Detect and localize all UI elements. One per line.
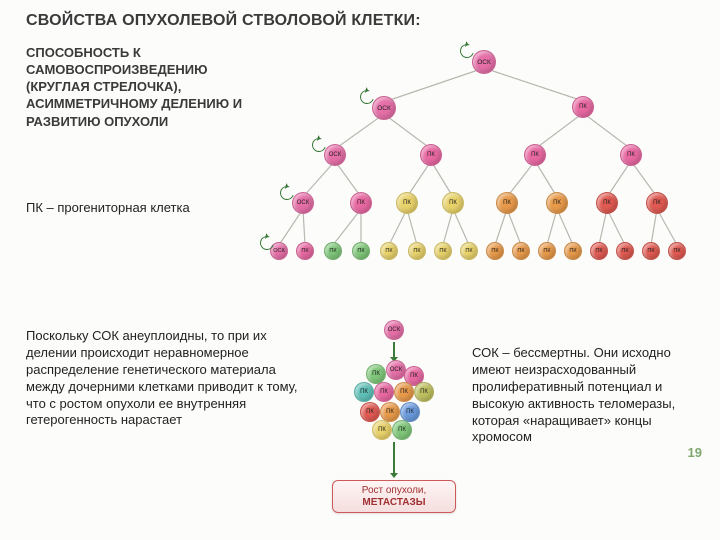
pk-cell: ПК — [434, 242, 452, 260]
pk-cell: ПК — [396, 192, 418, 214]
pk-cell: ПК — [374, 382, 394, 402]
osk-cell: ОСК — [324, 144, 346, 166]
pk-cell: ПК — [394, 382, 414, 402]
pk-cell: ПК — [642, 242, 660, 260]
pk-cell: ПК — [512, 242, 530, 260]
pk-cell: ПК — [538, 242, 556, 260]
pk-cell: ПК — [296, 242, 314, 260]
pk-cell: ПК — [668, 242, 686, 260]
pk-cell: ПК — [590, 242, 608, 260]
osk-cell: ОСК — [386, 360, 406, 380]
pk-cell: ПК — [546, 192, 568, 214]
pk-cell: ПК — [564, 242, 582, 260]
pk-cell: ПК — [372, 420, 392, 440]
pk-cell: ПК — [380, 242, 398, 260]
page-title: СВОЙСТВА ОПУХОЛЕВОЙ СТВОЛОВОЙ КЛЕТКИ: — [26, 12, 421, 30]
pk-cell: ПК — [350, 192, 372, 214]
pk-cell: ПК — [646, 192, 668, 214]
osk-cell: ОСК — [292, 192, 314, 214]
legend-pk: ПК – прогениторная клетка — [26, 200, 226, 217]
tree-edges — [264, 42, 708, 300]
paragraph-left: Поскольку СОК анеуплоидны, то при их дел… — [26, 328, 306, 429]
pk-cell: ПК — [400, 402, 420, 422]
osk-cell: ОСК — [372, 96, 396, 120]
met-line2: МЕТАСТАЗЫ — [362, 497, 425, 508]
pk-cell: ПК — [354, 382, 374, 402]
pk-cell: ПК — [360, 402, 380, 422]
pk-cell: ПК — [324, 242, 342, 260]
page-number: 19 — [688, 445, 702, 460]
pk-cell: ПК — [524, 144, 546, 166]
pk-cell: ПК — [442, 192, 464, 214]
pk-cell: ПК — [596, 192, 618, 214]
osk-cell: ОСК — [472, 50, 496, 74]
pk-cell: ПК — [616, 242, 634, 260]
metastasis-box: Рост опухоли, МЕТАСТАЗЫ — [332, 480, 456, 513]
met-line1: Рост опухоли, — [362, 485, 427, 496]
pk-cell: ПК — [380, 402, 400, 422]
pk-cell: ПК — [460, 242, 478, 260]
pk-cell: ПК — [620, 144, 642, 166]
tree-diagram: ОСКОСКПКОСКПКПКПКОСКПКПКПКПКПКПКПКОСКПКП… — [264, 42, 708, 300]
pk-cell: ПК — [408, 242, 426, 260]
pk-cell: ПК — [414, 382, 434, 402]
pk-cell: ПК — [496, 192, 518, 214]
pk-cell: ПК — [392, 420, 412, 440]
osk-cell: ОСК — [384, 320, 404, 340]
pk-cell: ПК — [420, 144, 442, 166]
paragraph-right: СОК – бессмертны. Они исходно имеют неиз… — [472, 345, 685, 446]
pk-cell: ПК — [572, 96, 594, 118]
pk-cell: ПК — [352, 242, 370, 260]
pk-cell: ПК — [486, 242, 504, 260]
pk-cell: ПК — [366, 364, 386, 384]
cluster-diagram: Рост опухоли, МЕТАСТАЗЫ ОСКПКОСКПКПКПКПК… — [324, 320, 464, 520]
subtitle-block: СПОСОБНОСТЬ К САМОВОСПРОИЗВЕДЕНИЮ (КРУГЛ… — [26, 44, 256, 130]
